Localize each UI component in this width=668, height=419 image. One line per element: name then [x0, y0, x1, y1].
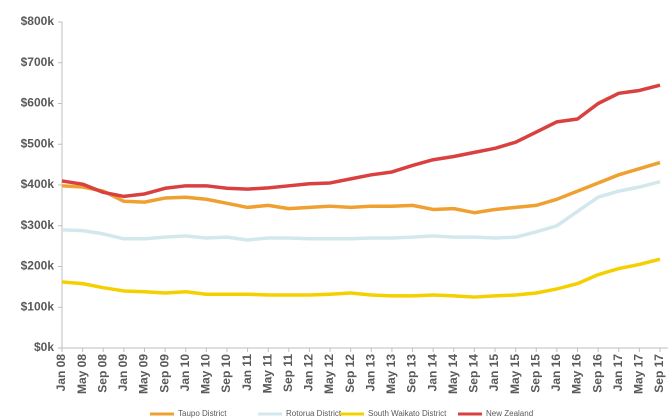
y-tick-label: $400k	[21, 177, 55, 191]
x-tick-label: Sep 17	[652, 354, 666, 393]
x-tick-label: Sep 13	[405, 354, 419, 393]
series-line	[61, 160, 661, 215]
x-tick-label: Jan 11	[240, 354, 254, 391]
y-tick-label: $600k	[21, 96, 55, 110]
legend-label: South Waikato District	[368, 409, 447, 418]
x-tick-label: Sep 15	[528, 354, 542, 393]
y-tick-label: $500k	[21, 136, 55, 150]
x-tick-label: Jan 13	[363, 354, 377, 392]
x-tick-label: Jan 08	[54, 354, 68, 392]
series-line	[61, 180, 661, 242]
x-tick-label: Jan 16	[549, 354, 563, 392]
y-tick-label: $800k	[21, 14, 55, 28]
x-tick-label: Sep 10	[219, 354, 233, 393]
x-tick-label: Sep 14	[467, 354, 481, 393]
x-tick-label: Jan 12	[302, 354, 316, 392]
legend-label: Taupo District	[178, 409, 227, 418]
x-tick-label: Jan 17	[611, 354, 625, 392]
x-tick-label: May 08	[75, 354, 89, 394]
y-tick-label: $0k	[34, 340, 54, 354]
x-tick-label: May 15	[508, 354, 522, 394]
x-tick-label: Sep 08	[95, 354, 109, 393]
y-tick-label: $100k	[21, 299, 55, 313]
series-line	[61, 83, 661, 199]
x-tick-label: Sep 09	[157, 354, 171, 393]
x-tick-label: Sep 11	[281, 354, 295, 392]
y-tick-label: $700k	[21, 55, 55, 69]
x-tick-label: Jan 15	[487, 354, 501, 392]
y-tick-label: $200k	[21, 259, 55, 273]
x-tick-label: Jan 14	[425, 354, 439, 392]
x-tick-label: Jan 09	[116, 354, 130, 392]
x-tick-label: Sep 12	[343, 354, 357, 393]
legend-label: New Zealand	[486, 409, 533, 418]
x-tick-label: May 14	[446, 354, 460, 394]
y-tick-label: $300k	[21, 218, 55, 232]
x-tick-label: May 12	[322, 354, 336, 394]
x-tick-label: May 13	[384, 354, 398, 394]
x-tick-label: Sep 16	[590, 354, 604, 393]
x-tick-label: May 09	[137, 354, 151, 394]
series-line	[61, 257, 661, 299]
legend-label: Rotorua District	[286, 409, 342, 418]
x-tick-label: May 16	[570, 354, 584, 394]
x-tick-label: Jan 10	[178, 354, 192, 392]
x-tick-label: May 11	[260, 354, 274, 394]
x-tick-label: May 10	[199, 354, 213, 394]
x-tick-label: May 17	[632, 354, 646, 394]
